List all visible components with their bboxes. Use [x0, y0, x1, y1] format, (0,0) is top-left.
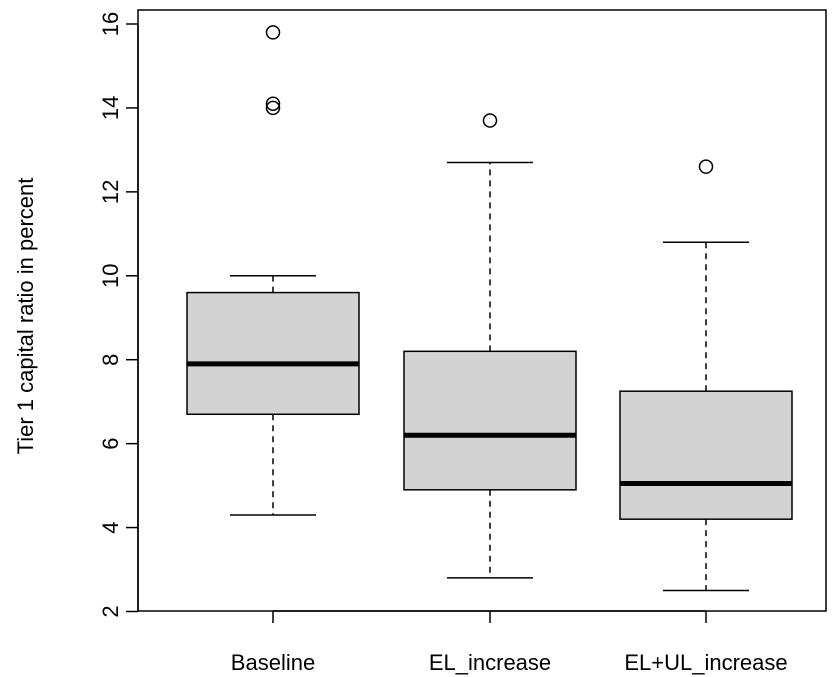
- y-tick-label: 12: [98, 180, 123, 204]
- axes-layer: 2 4 6 8 10 12 14 16 Baseline EL_increase EL+UL_inc…: [98, 12, 788, 675]
- y-tick-label: 2: [98, 605, 123, 617]
- y-tick-label: 16: [98, 12, 123, 36]
- y-tick-label: 8: [98, 354, 123, 366]
- outlier-point: [265, 25, 281, 40]
- y-tick-label: 10: [98, 264, 123, 288]
- box-iqr: [186, 291, 360, 416]
- box-1: [186, 25, 360, 516]
- boxes-layer: [186, 25, 793, 592]
- y-tick-label: 6: [98, 438, 123, 450]
- x-tick-label: Baseline: [231, 650, 315, 675]
- outlier-point: [265, 100, 281, 116]
- box-2: [403, 113, 577, 579]
- y-tick-label: 14: [98, 96, 123, 120]
- y-tick-label: 4: [98, 521, 123, 533]
- x-tick-label: EL+UL_increase: [624, 650, 787, 675]
- outlier-point: [698, 159, 714, 174]
- box-iqr: [403, 350, 577, 491]
- y-axis-label: Tier 1 capital ratio in percent: [13, 178, 38, 455]
- outlier-point: [482, 113, 498, 128]
- box-3: [619, 159, 793, 592]
- box-iqr: [619, 390, 793, 520]
- outlier-point: [265, 96, 281, 111]
- x-tick-label: EL_increase: [429, 650, 551, 675]
